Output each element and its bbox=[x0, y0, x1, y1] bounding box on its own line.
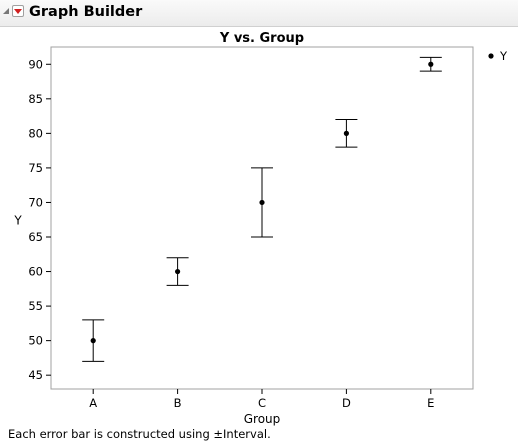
y-tick-label: 80 bbox=[28, 126, 43, 140]
y-tick-label: 70 bbox=[28, 195, 43, 209]
data-point bbox=[428, 61, 434, 67]
y-tick-label: 75 bbox=[28, 161, 43, 175]
data-point bbox=[90, 338, 96, 344]
data-point bbox=[259, 199, 265, 206]
x-tick-label: A bbox=[89, 396, 97, 410]
y-axis-title: Y bbox=[13, 214, 22, 228]
x-tick-label: E bbox=[427, 396, 434, 410]
data-point bbox=[175, 268, 181, 275]
x-tick-label: B bbox=[174, 396, 182, 410]
app-title: Graph Builder bbox=[29, 4, 143, 20]
x-axis-title: Group bbox=[244, 412, 281, 426]
y-tick-label: 65 bbox=[28, 230, 43, 244]
x-tick-label: C bbox=[258, 396, 266, 410]
y-tick-label: 85 bbox=[28, 92, 43, 106]
y-tick-label: 90 bbox=[28, 57, 43, 71]
red-triangle-menu-icon[interactable] bbox=[12, 5, 24, 17]
y-tick-label: 60 bbox=[28, 265, 43, 279]
chart-area: Y vs. Group 45 50 55 60 65 70 75 80 85 90 A B C D E Grou… bbox=[13, 31, 508, 426]
title-bar: Graph Builder bbox=[0, 0, 518, 27]
error-bar-note: Each error bar is constructed using ±Int… bbox=[8, 427, 271, 441]
legend-label: Y bbox=[499, 49, 508, 63]
legend-marker bbox=[488, 53, 494, 59]
y-tick-label: 50 bbox=[28, 334, 43, 348]
chart-title: Y vs. Group bbox=[219, 31, 304, 46]
x-tick-label: D bbox=[342, 396, 351, 410]
y-tick-label: 45 bbox=[28, 368, 43, 382]
y-tick-label: 55 bbox=[28, 299, 43, 313]
disclosure-triangle-icon[interactable] bbox=[3, 8, 9, 14]
data-point bbox=[343, 130, 349, 136]
